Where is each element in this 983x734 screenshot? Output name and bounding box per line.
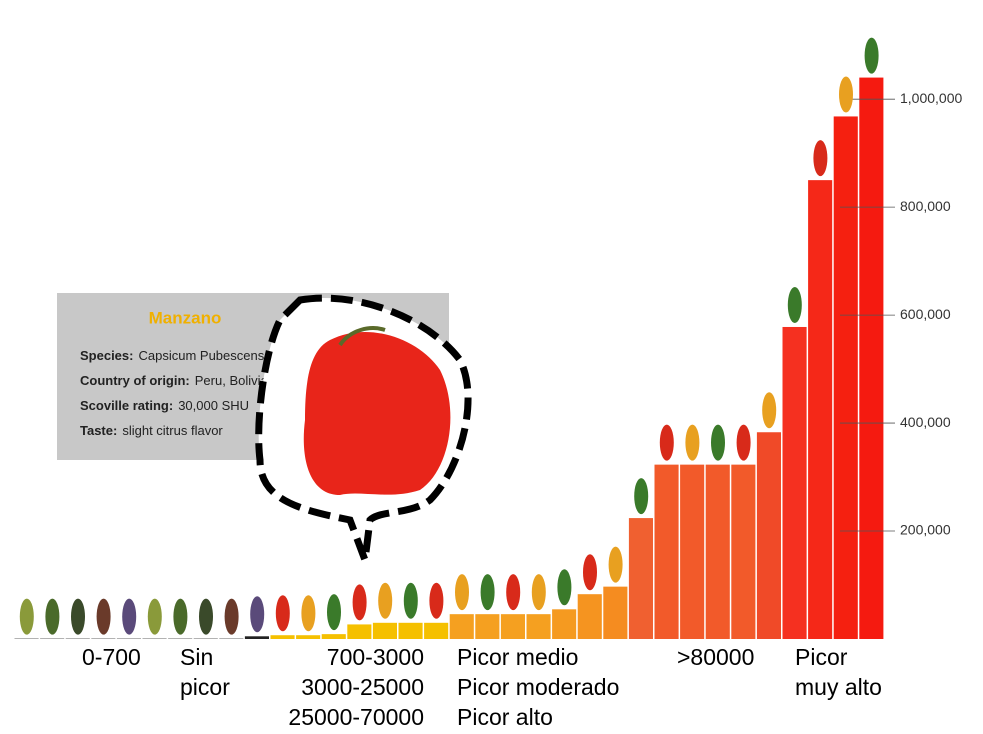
bar — [808, 180, 833, 639]
bar — [654, 464, 679, 639]
pepper-icon — [96, 598, 111, 635]
y-tick-label: 800,000 — [900, 198, 951, 214]
pepper-icon — [711, 424, 725, 461]
pepper-icon — [531, 574, 546, 611]
y-tick-label: 1,000,000 — [900, 90, 962, 106]
bar — [449, 614, 474, 639]
pepper-icon — [122, 598, 137, 635]
group-label: Picor moderado — [457, 674, 619, 700]
info-label: Taste: — [80, 423, 117, 438]
pepper-image — [303, 331, 451, 495]
info-row: Country of origin: Peru, Bolivia — [80, 373, 269, 388]
pepper-stem — [338, 326, 386, 347]
bar — [270, 635, 295, 639]
pepper-bubble — [255, 294, 472, 562]
bar — [603, 586, 628, 639]
bar — [372, 622, 397, 639]
group-label: picor — [180, 674, 230, 700]
pepper-icon — [352, 584, 367, 621]
bar — [628, 518, 653, 639]
info-row: Scoville rating: 30,000 SHU — [80, 398, 249, 413]
pepper-icon — [403, 582, 418, 619]
pepper-icon — [327, 594, 341, 631]
pepper-icon — [864, 37, 879, 74]
pepper-icon — [813, 140, 828, 177]
info-value: slight citrus flavor — [122, 423, 223, 438]
pepper-icon — [429, 582, 444, 619]
pepper-icon — [250, 596, 265, 633]
group-label: Picor medio — [457, 644, 578, 670]
bar — [347, 624, 372, 639]
pepper-icon — [71, 598, 85, 635]
bar — [705, 464, 730, 639]
bar — [756, 432, 781, 639]
y-tick-label: 600,000 — [900, 306, 951, 322]
pepper-icon — [634, 478, 649, 515]
bar — [731, 464, 756, 639]
group-label: muy alto — [795, 674, 882, 700]
bar — [680, 464, 705, 639]
bar — [296, 635, 321, 639]
pepper-icon — [839, 76, 853, 113]
pepper-icon — [455, 574, 469, 611]
bar — [244, 636, 269, 639]
info-row: Species: Capsicum Pubescens — [80, 348, 265, 363]
pepper-icon — [480, 574, 495, 611]
pepper-icon — [378, 582, 393, 619]
bar — [475, 614, 500, 639]
pepper-icon — [557, 569, 572, 606]
pepper-icon — [301, 595, 316, 632]
bar — [424, 622, 449, 639]
pepper-icon — [659, 424, 674, 461]
group-label: 25000-70000 — [288, 704, 424, 730]
pepper-icon — [583, 554, 597, 591]
info-label: Scoville rating: — [80, 398, 173, 413]
bar — [526, 614, 551, 639]
bar — [859, 77, 884, 639]
pepper-icon — [173, 598, 188, 635]
group-label: >80000 — [677, 644, 754, 670]
info-row: Taste: slight citrus flavor — [80, 423, 223, 438]
info-value: 30,000 SHU — [178, 398, 249, 413]
group-label: 700-3000 — [327, 644, 424, 670]
group-label: Picor alto — [457, 704, 553, 730]
group-label: 3000-25000 — [301, 674, 424, 700]
pepper-icon — [199, 598, 213, 635]
bar — [500, 614, 525, 639]
bar — [833, 116, 858, 639]
pepper-icon — [147, 598, 162, 635]
pepper-icon — [19, 598, 34, 635]
pepper-icon — [275, 595, 290, 632]
info-value: Capsicum Pubescens — [138, 348, 264, 363]
pepper-icon — [45, 598, 60, 635]
bar — [782, 326, 807, 639]
pepper-icon — [608, 546, 623, 583]
bar — [552, 609, 577, 639]
info-value: Peru, Bolivia — [195, 373, 269, 388]
bar — [321, 634, 346, 639]
bar — [398, 622, 423, 639]
group-label: 0-700 — [82, 644, 141, 670]
pepper-icon — [685, 424, 700, 461]
y-tick-label: 200,000 — [900, 522, 951, 538]
group-label: Picor — [795, 644, 848, 670]
bar — [577, 594, 602, 639]
group-label: Sin — [180, 644, 213, 670]
pepper-icon — [736, 424, 751, 461]
info-label: Species: — [80, 348, 133, 363]
pepper-icon — [506, 574, 521, 611]
pepper-icon — [224, 598, 239, 635]
info-title: Manzano — [149, 308, 222, 327]
info-label: Country of origin: — [80, 373, 190, 388]
y-tick-label: 400,000 — [900, 414, 951, 430]
pepper-icon — [787, 286, 802, 323]
pepper-icon — [762, 392, 777, 429]
